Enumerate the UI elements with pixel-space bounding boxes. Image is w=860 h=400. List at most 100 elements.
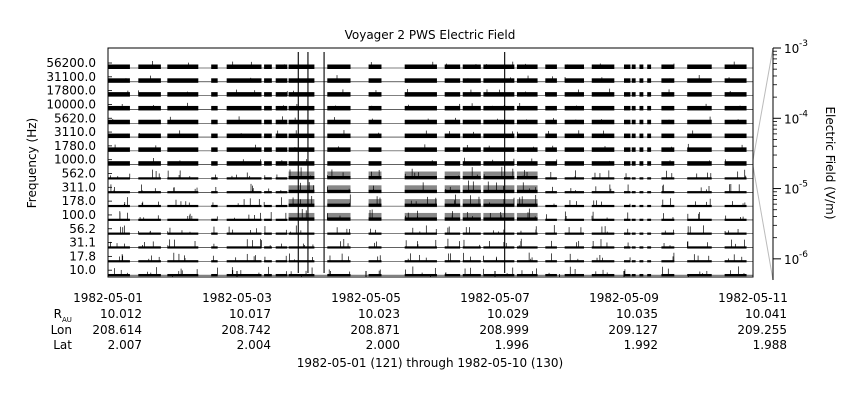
frequency-tick-label: 17.8 [69,249,96,263]
channel-row [108,75,753,83]
data-segment [631,218,636,221]
data-segment [647,177,652,180]
data-segment [275,119,288,125]
data-segment [108,191,130,194]
data-segment [368,119,382,125]
data-segment [327,246,351,249]
data-segment [661,92,675,97]
data-segment [327,78,351,83]
data-segment [516,161,538,166]
data-segment [138,204,161,208]
data-segment [639,161,644,166]
data-segment [167,119,199,125]
data-segment [462,185,481,194]
colorbar-tick-label: 10 [784,183,799,197]
data-segment [564,105,585,111]
data-segment [288,147,315,152]
data-segment [624,260,631,263]
data-segment [167,92,199,97]
data-segment [661,147,675,152]
data-segment [564,92,585,97]
data-segment [288,105,315,111]
data-segment [211,133,218,139]
data-segment [275,105,288,111]
data-segment [483,212,495,221]
data-segment [687,232,712,235]
data-segment [444,147,461,152]
data-segment [624,161,631,166]
data-segment [516,147,538,152]
data-segment [631,232,636,235]
channel-row [108,194,753,208]
data-segment [138,246,161,249]
data-segment [226,191,262,194]
data-segment [647,161,652,166]
data-segment [167,64,199,69]
data-segment [288,64,315,69]
data-segment-core [444,189,461,194]
data-segment [138,260,161,263]
channel-row [108,208,753,221]
colorbar-tick-exponent: -3 [799,39,808,49]
frequency-tick-label: 56.2 [69,222,96,236]
data-segment [264,191,272,194]
data-segment [226,133,262,139]
data-segment [631,246,636,249]
data-segment [516,185,538,194]
colorbar-tick-label: 10 [784,253,799,267]
data-segment [462,133,481,139]
data-segment-core [288,189,315,194]
data-segment [647,78,652,83]
frequency-tick-label: 56200.0 [46,56,96,70]
data-segment [591,133,615,139]
data-segment [661,273,675,277]
data-segment [275,147,288,152]
ephemeris-r-value: 10.023 [358,307,400,321]
colorbar-wedge-top [752,47,774,161]
data-segment [264,246,272,249]
data-segment [404,185,437,194]
ephemeris-lon-value: 209.127 [608,323,658,337]
data-segment [288,119,315,125]
data-segment [264,218,272,221]
data-segment-core [368,189,382,194]
data-segment [631,78,636,83]
data-segment [264,204,272,208]
data-segment [108,133,130,139]
frequency-tick-label: 311.0 [62,180,96,194]
data-segment [647,273,652,277]
data-segment [368,171,382,180]
channel-row [108,102,753,111]
data-segment [516,78,538,83]
data-segment [444,246,461,249]
data-segment [564,64,585,69]
frequency-tick-label: 100.0 [62,208,96,222]
frequency-tick-label: 31100.0 [46,70,96,84]
data-segment [687,133,712,139]
data-segment [639,133,644,139]
data-segment [687,105,712,111]
data-segment [108,273,130,277]
data-segment [167,232,199,235]
data-segment [639,64,644,69]
data-segment [639,92,644,97]
channel-row [108,61,753,69]
data-segment [516,212,538,221]
data-segment [639,177,644,180]
data-segment [108,246,130,249]
data-segment-core [516,203,538,207]
data-segment [624,133,631,139]
data-segment [661,191,675,194]
data-segment [404,78,437,83]
channel-row [108,143,753,152]
data-segment [404,119,437,125]
data-segment [167,147,199,152]
data-segment [545,133,557,139]
ephemeris-lat-value: 1.992 [624,338,658,352]
data-segment-core [462,203,481,207]
ephemeris-lon-value: 208.999 [479,323,529,337]
data-segment [327,232,351,235]
data-segment [404,92,437,97]
data-segment [724,204,747,208]
channel-row [108,116,753,125]
